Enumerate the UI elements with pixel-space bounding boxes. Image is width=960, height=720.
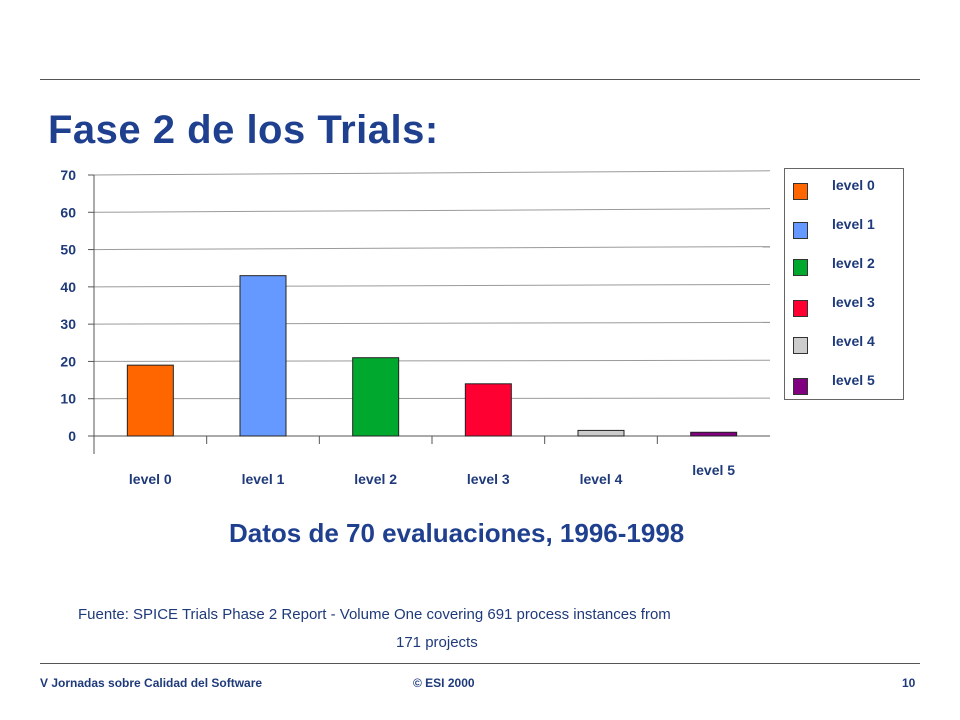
y-tick-label: 60 [60, 204, 76, 220]
footer-conference: V Jornadas sobre Calidad del Software [40, 676, 263, 690]
legend-item: level 4 [793, 333, 903, 354]
y-tick-label: 70 [60, 167, 76, 183]
legend-item: level 3 [793, 294, 903, 317]
y-tick-label: 20 [60, 353, 76, 369]
legend-label: level 2 [832, 255, 875, 271]
tick-labels: 0 10 20 30 40 50 60 70 level 0 level 1 level 2 leve… [60, 167, 735, 487]
gridline [93, 170, 771, 176]
bar-level-4 [577, 429, 625, 437]
legend-item: level 1 [793, 216, 903, 239]
x-tick-label: level 5 [692, 462, 735, 478]
legend-label: level 4 [832, 333, 875, 349]
gridline [93, 246, 771, 251]
bar-level-1 [239, 275, 287, 437]
gridline [93, 321, 771, 325]
x-tick-label: level 0 [129, 471, 172, 487]
x-tick-label: level 3 [467, 471, 510, 487]
bar-level-0 [126, 364, 174, 437]
y-tick-label: 30 [60, 316, 76, 332]
legend-label: level 5 [832, 372, 875, 388]
legend-swatch [793, 337, 808, 354]
legend-swatch [793, 222, 808, 239]
bar-level-2 [352, 357, 400, 437]
bar-level-5 [690, 431, 738, 437]
gridline [93, 359, 771, 362]
y-tick-label: 10 [60, 391, 76, 407]
x-tick-label: level 4 [580, 471, 623, 487]
footer-copyright: © ESI 2000 [413, 676, 475, 690]
bar-level-3 [464, 383, 512, 437]
legend-label: level 0 [832, 177, 875, 193]
legend-item: level 5 [793, 372, 903, 395]
y-tick-label: 0 [68, 428, 76, 444]
gridline [93, 208, 771, 213]
legend-item: level 0 [793, 177, 903, 200]
y-tick-label: 40 [60, 279, 76, 295]
axes [88, 174, 770, 454]
chart-subtitle: Datos de 70 evaluaciones, 1996-1998 [229, 518, 685, 548]
bars [126, 275, 738, 437]
gridline [93, 397, 771, 400]
legend-swatch [793, 300, 808, 317]
gridline [93, 283, 771, 288]
gridlines [93, 170, 771, 400]
legend-swatch [793, 259, 808, 276]
source-note-line1: Fuente: SPICE Trials Phase 2 Report - Vo… [78, 606, 671, 623]
y-tick-label: 50 [60, 242, 76, 258]
slide-title: Fase 2 de los Trials: [48, 108, 439, 152]
top-divider [40, 79, 920, 80]
legend-item: level 2 [793, 255, 903, 276]
bar-chart: 0 10 20 30 40 50 60 70 level 0 level 1 level 2 leve… [60, 167, 771, 487]
legend-swatch [793, 378, 808, 395]
x-tick-label: level 1 [242, 471, 285, 487]
legend-label: level 3 [832, 294, 875, 310]
chart-legend: level 0 level 1 level 2 level 3 level 4 level… [784, 168, 904, 400]
legend-swatch [793, 183, 808, 200]
source-note-line2: 171 projects [396, 634, 478, 651]
legend-label: level 1 [832, 216, 875, 232]
x-tick-label: level 2 [354, 471, 397, 487]
bottom-divider [40, 663, 920, 664]
footer-page-number: 10 [902, 676, 916, 690]
